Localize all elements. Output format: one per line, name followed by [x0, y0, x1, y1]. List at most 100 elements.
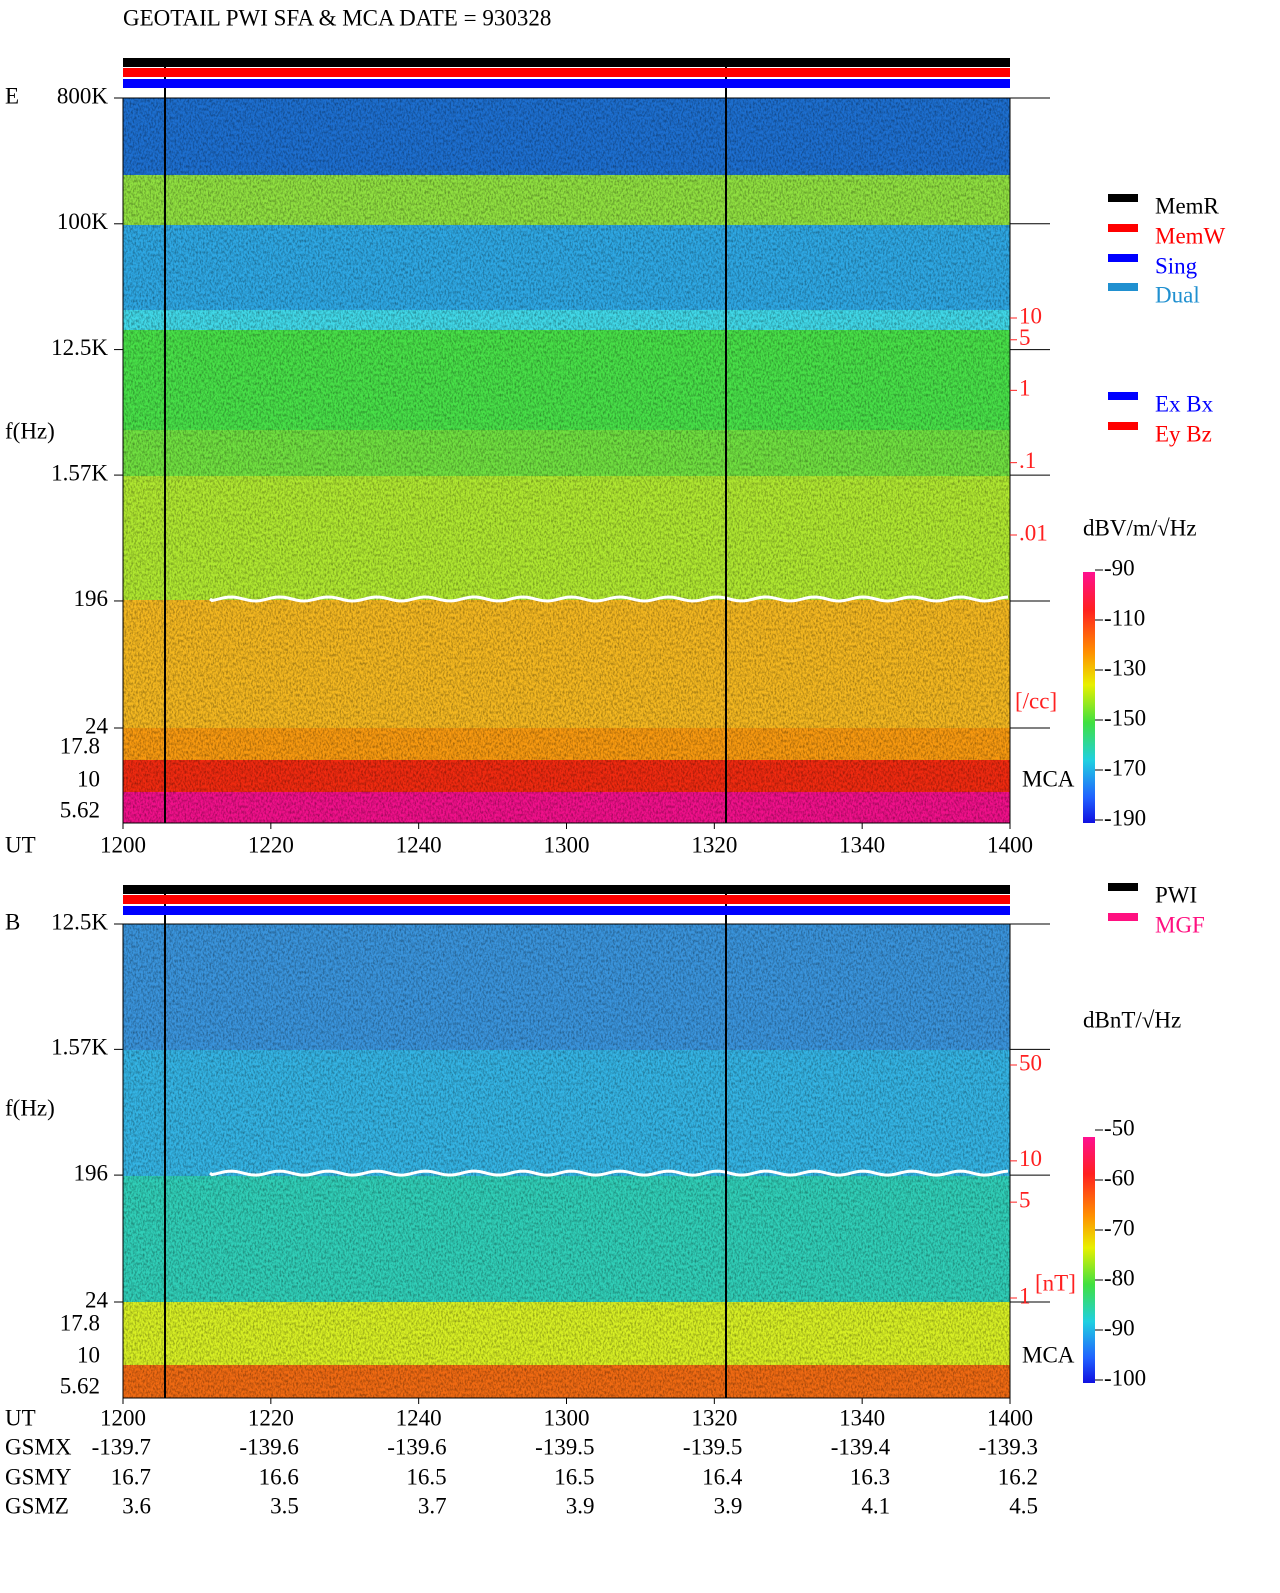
orbit-value: 4.5 — [1009, 1493, 1038, 1518]
trace — [209, 1169, 1009, 1177]
colorbar-tick-label: -170 — [1104, 755, 1146, 780]
mca-tick-label: 10 — [77, 766, 100, 791]
y-tick-label: 100K — [57, 209, 109, 234]
scale-tick-label: 1 — [1019, 1283, 1031, 1308]
mca-tick-label: 17.8 — [60, 733, 100, 758]
status-strip — [123, 79, 1010, 88]
colorbar-tick-label: -70 — [1104, 1215, 1135, 1240]
legend-label: Ex Bx — [1155, 391, 1214, 416]
status-strip — [123, 58, 1010, 67]
colorbar-tick-label: -90 — [1104, 555, 1135, 580]
orbit-value: -139.6 — [239, 1434, 298, 1459]
orbit-value: 3.5 — [270, 1493, 299, 1518]
chart-title: GEOTAIL PWI SFA & MCA DATE = 930328 — [123, 5, 551, 30]
legend-swatch — [1108, 283, 1138, 291]
legend-swatch — [1108, 194, 1138, 202]
orbit-row-name: GSMY — [5, 1464, 72, 1489]
legend-swatch — [1108, 224, 1138, 232]
status-strip — [123, 895, 1010, 904]
colorbar-tick-label: -90 — [1104, 1315, 1135, 1340]
x-tick-label: 1400 — [987, 1405, 1033, 1430]
mca-tick-label: 5.62 — [60, 1373, 100, 1398]
x-tick-label: 1320 — [691, 1405, 737, 1430]
scale-tick-label: 5 — [1019, 325, 1031, 350]
legend-swatch — [1108, 883, 1138, 891]
orbit-value: -139.5 — [535, 1434, 594, 1459]
y-axis-label: f(Hz) — [5, 418, 55, 443]
spectrogram-noise — [123, 98, 1010, 823]
orbit-value: -139.6 — [387, 1434, 446, 1459]
x-tick-label: 1200 — [100, 1405, 146, 1430]
y-tick-label: 196 — [74, 1160, 109, 1185]
colorbar-tick-label: -60 — [1104, 1165, 1135, 1190]
legend-swatch — [1108, 913, 1138, 921]
orbit-value: -139.5 — [683, 1434, 742, 1459]
orbit-value: 16.5 — [406, 1464, 446, 1489]
orbit-value: 16.2 — [998, 1464, 1038, 1489]
orbit-value: 3.9 — [566, 1493, 595, 1518]
y-tick-label: 12.5K — [51, 335, 108, 360]
x-tick-label: 1400 — [987, 832, 1033, 857]
y-tick-label: 24 — [85, 1287, 109, 1312]
orbit-value: 4.1 — [861, 1493, 890, 1518]
y-tick-label: 1.57K — [51, 460, 108, 485]
mca-tick-label: 10 — [77, 1342, 100, 1367]
legend-label: MemW — [1155, 223, 1226, 248]
scale-tick-label: .1 — [1019, 448, 1036, 473]
scale-tick-label: 5 — [1019, 1187, 1031, 1212]
colorbar — [1083, 572, 1095, 823]
scale-unit: [nT] — [1035, 1270, 1076, 1295]
orbit-row-name: GSMZ — [5, 1493, 69, 1518]
x-axis-label: UT — [5, 1405, 36, 1430]
colorbar — [1083, 1137, 1095, 1383]
status-strip — [123, 885, 1010, 894]
colorbar-tick-label: -110 — [1104, 605, 1145, 630]
legend-swatch — [1108, 392, 1138, 400]
legend-label: MGF — [1155, 912, 1205, 937]
mca-tick-label: 5.62 — [60, 797, 100, 822]
x-tick-label: 1340 — [839, 832, 885, 857]
colorbar-label: dBV/m/√Hz — [1083, 515, 1197, 540]
scale-tick-label: 10 — [1019, 1146, 1042, 1171]
y-tick-label: 800K — [57, 83, 109, 108]
orbit-value: -139.7 — [92, 1434, 151, 1459]
legend-label: Ey Bz — [1155, 421, 1212, 446]
scale-unit: [/cc] — [1015, 688, 1057, 713]
x-tick-label: 1220 — [248, 832, 294, 857]
legend-swatch — [1108, 422, 1138, 430]
colorbar-tick-label: -190 — [1104, 805, 1146, 830]
orbit-value: 16.6 — [259, 1464, 299, 1489]
y-tick-label: 12.5K — [51, 909, 108, 934]
x-tick-label: 1300 — [544, 1405, 590, 1430]
orbit-value: 3.9 — [714, 1493, 743, 1518]
status-strip — [123, 906, 1010, 915]
legend-label: PWI — [1155, 882, 1197, 907]
x-tick-label: 1240 — [396, 832, 442, 857]
x-tick-label: 1200 — [100, 832, 146, 857]
y-tick-label: 24 — [85, 713, 109, 738]
panel-label: B — [5, 909, 20, 934]
orbit-row-name: GSMX — [5, 1434, 72, 1459]
orbit-value: 16.3 — [850, 1464, 890, 1489]
panel-label: E — [5, 83, 19, 108]
y-axis-label: f(Hz) — [5, 1095, 55, 1120]
orbit-value: -139.4 — [831, 1434, 891, 1459]
x-tick-label: 1220 — [248, 1405, 294, 1430]
scale-tick-label: .01 — [1019, 520, 1048, 545]
scale-tick-label: 1 — [1019, 376, 1031, 401]
y-tick-label: 1.57K — [51, 1035, 108, 1060]
colorbar-tick-label: -50 — [1104, 1115, 1135, 1140]
legend-label: Sing — [1155, 253, 1198, 278]
orbit-value: 3.7 — [418, 1493, 447, 1518]
orbit-value: 3.6 — [122, 1493, 151, 1518]
x-tick-label: 1320 — [691, 832, 737, 857]
legend-label: MemR — [1155, 193, 1220, 218]
colorbar-tick-label: -150 — [1104, 705, 1146, 730]
x-tick-label: 1240 — [396, 1405, 442, 1430]
legend-label: Dual — [1155, 282, 1200, 307]
status-strip — [123, 68, 1010, 77]
colorbar-label: dBnT/√Hz — [1083, 1007, 1181, 1032]
orbit-value: 16.4 — [702, 1464, 743, 1489]
